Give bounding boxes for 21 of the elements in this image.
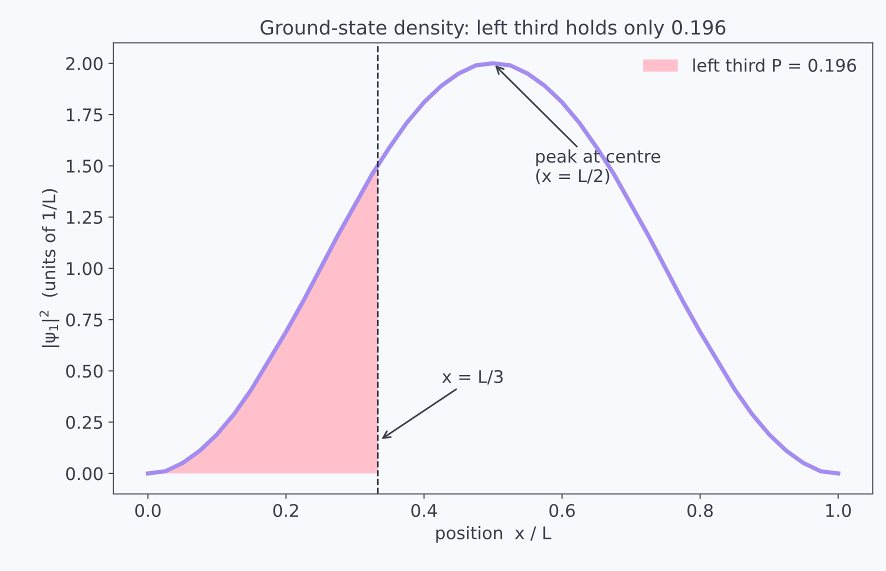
y-tick-label: 0.50 xyxy=(66,364,103,378)
x-axis-title: position x / L xyxy=(436,526,552,543)
y-tick-label: 1.25 xyxy=(66,210,102,224)
y-tick-label: 2.00 xyxy=(66,57,103,70)
y-tick-label: 1.50 xyxy=(66,160,103,173)
y-tick-label: 1.75 xyxy=(66,108,102,122)
x-tick-label: 0.4 xyxy=(411,504,437,518)
chart-title: Ground-state density: left third holds only 0.196 xyxy=(260,20,726,39)
y-tick-label: 0.75 xyxy=(66,313,102,326)
x-tick-label: 0.0 xyxy=(135,504,161,518)
legend-label: left third P = 0.196 xyxy=(693,58,856,72)
x-tick-label: 0.8 xyxy=(687,504,713,518)
x-tick-label: 0.6 xyxy=(549,504,575,518)
annotation: x = L/3 xyxy=(442,370,503,385)
y-tick-label: 0.00 xyxy=(66,467,103,480)
annotation: peak at centre (x = L/2) xyxy=(536,149,660,184)
y-tick-label: 1.00 xyxy=(66,262,103,276)
y-axis-title: |ψ$_{1}$|$^{2}$ (units of 1/L) xyxy=(40,189,60,347)
x-tick-label: 0.2 xyxy=(273,504,298,518)
y-tick-label: 0.25 xyxy=(66,416,102,429)
x-tick-label: 1.0 xyxy=(826,504,851,518)
